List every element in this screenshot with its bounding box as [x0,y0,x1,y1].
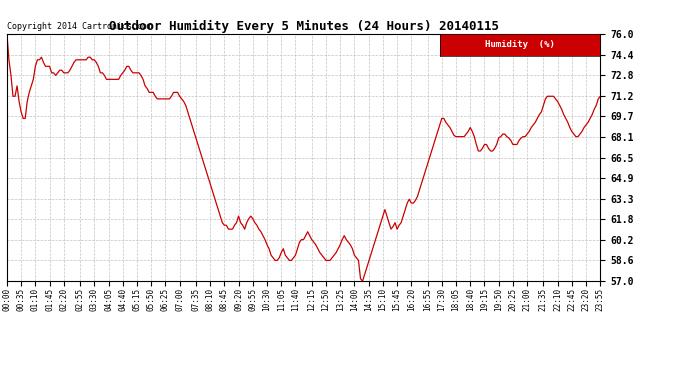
Text: Copyright 2014 Cartronics.com: Copyright 2014 Cartronics.com [7,22,152,31]
Title: Outdoor Humidity Every 5 Minutes (24 Hours) 20140115: Outdoor Humidity Every 5 Minutes (24 Hou… [108,20,499,33]
